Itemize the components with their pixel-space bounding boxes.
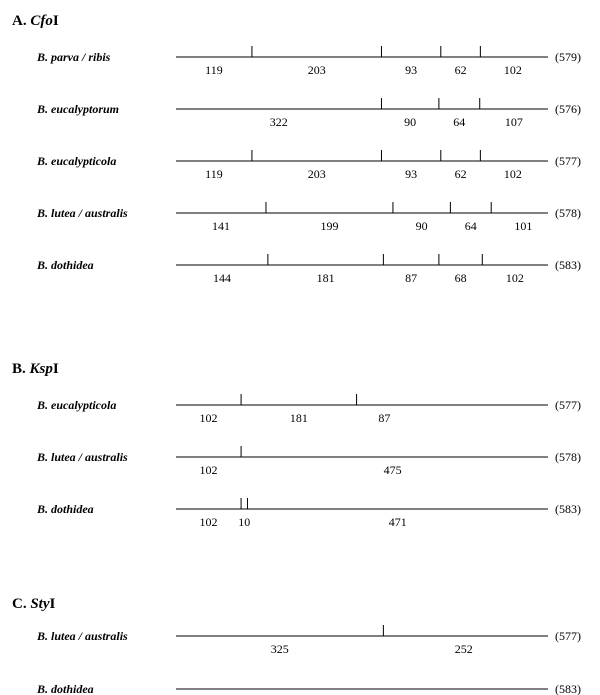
fragment-size-label: 203 <box>308 167 326 181</box>
map-row-b-parva-ribis: B. parva / ribis (579) 119 203 93 62 102 <box>36 46 581 77</box>
fragment-size-label: 252 <box>455 642 473 656</box>
fragment-size-label: 141 <box>212 219 230 233</box>
section-b-kspi: B. KspI B. eucalypticola (577) 102 181 87 B. l… <box>12 361 581 529</box>
fragment-size-label: 475 <box>384 463 402 477</box>
fragment-size-label: 144 <box>213 271 231 285</box>
fragment-size-label: 10 <box>238 515 250 529</box>
fragment-size-label: 62 <box>455 167 467 181</box>
fragment-size-label: 102 <box>504 63 522 77</box>
fragment-size-label: 102 <box>200 411 218 425</box>
total-length-label: (576) <box>555 102 581 116</box>
organism-label: B. dothidea <box>36 682 94 695</box>
section-title: C. StyI <box>12 596 56 612</box>
fragment-size-label: 68 <box>455 271 467 285</box>
total-length-label: (578) <box>555 206 581 220</box>
fragment-size-label: 325 <box>271 642 289 656</box>
total-length-label: (583) <box>555 682 581 695</box>
organism-label: B. lutea / australis <box>36 629 128 643</box>
enzyme-name-suffix: I <box>53 13 59 29</box>
fragment-size-label: 322 <box>270 115 288 129</box>
map-row-b-dothidea: B. dothidea(583)583 <box>36 682 581 695</box>
fragment-size-label: 90 <box>404 115 416 129</box>
fragment-size-label: 93 <box>405 63 417 77</box>
organism-label: B. lutea / australis <box>36 206 128 220</box>
map-row-b-eucalypticola: B. eucalypticola (577) 119 203 93 62 102 <box>36 150 581 181</box>
enzyme-name-italic: Ksp <box>29 361 54 377</box>
fragment-size-label: 471 <box>389 515 407 529</box>
total-length-label: (583) <box>555 502 581 516</box>
total-length-label: (577) <box>555 154 581 168</box>
section-letter: A. <box>12 13 30 29</box>
fragment-size-label: 181 <box>290 411 308 425</box>
enzyme-name-italic: Cfo <box>30 13 53 29</box>
section-letter: C. <box>12 596 30 612</box>
total-length-label: (577) <box>555 398 581 412</box>
section-title: B. KspI <box>12 361 59 377</box>
total-length-label: (578) <box>555 450 581 464</box>
map-row-b-eucalypticola: B. eucalypticola (577) 102 181 87 <box>36 394 581 425</box>
organism-label: B. eucalypticola <box>36 398 116 412</box>
fragment-size-label: 107 <box>505 115 523 129</box>
fragment-size-label: 87 <box>378 411 390 425</box>
enzyme-name-suffix: I <box>53 361 59 377</box>
enzyme-name-italic: Sty <box>30 596 50 612</box>
total-length-label: (583) <box>555 258 581 272</box>
organism-label: B. dothidea <box>36 502 94 516</box>
fragment-size-label: 102 <box>504 167 522 181</box>
map-row-b-lutea-australis: B. lutea / australis (577) 325 252 <box>36 625 581 656</box>
fragment-size-label: 119 <box>205 63 223 77</box>
organism-label: B. parva / ribis <box>36 50 111 64</box>
total-length-label: (579) <box>555 50 581 64</box>
fragment-size-label: 87 <box>405 271 417 285</box>
enzyme-name-suffix: I <box>50 596 56 612</box>
fragment-size-label: 62 <box>455 63 467 77</box>
fragment-size-label: 102 <box>506 271 524 285</box>
organism-label: B. lutea / australis <box>36 450 128 464</box>
organism-label: B. dothidea <box>36 258 94 272</box>
map-row-b-lutea-australis: B. lutea / australis (578) 102 475 <box>36 446 581 477</box>
organism-label: B. eucalyptorum <box>36 102 119 116</box>
total-length-label: (577) <box>555 629 581 643</box>
fragment-size-label: 102 <box>200 463 218 477</box>
fragment-size-label: 203 <box>308 63 326 77</box>
fragment-size-label: 102 <box>200 515 218 529</box>
fragment-size-label: 93 <box>405 167 417 181</box>
fragment-size-label: 64 <box>453 115 465 129</box>
organism-label: B. eucalypticola <box>36 154 116 168</box>
fragment-size-label: 64 <box>465 219 477 233</box>
section-letter: B. <box>12 361 30 377</box>
map-row-b-eucalyptorum: B. eucalyptorum (576) 322 90 64 107 <box>36 98 581 129</box>
map-row-b-dothidea: B. dothidea (583) 102 10 471 <box>36 498 581 529</box>
fragment-size-label: 199 <box>320 219 338 233</box>
section-a-cfoi: A. CfoI B. parva / ribis (579) 119 203 93 62 10… <box>12 13 581 285</box>
fragment-size-label: 181 <box>317 271 335 285</box>
fragment-size-label: 101 <box>514 219 532 233</box>
map-row-b-dothidea: B. dothidea (583) 144 181 87 68 102 <box>36 254 581 285</box>
fragment-size-label: 90 <box>416 219 428 233</box>
map-row-b-lutea-australis: B. lutea / australis (578) 141 199 90 64 101 <box>36 202 581 233</box>
section-title: A. CfoI <box>12 13 59 29</box>
fragment-size-label: 119 <box>205 167 223 181</box>
